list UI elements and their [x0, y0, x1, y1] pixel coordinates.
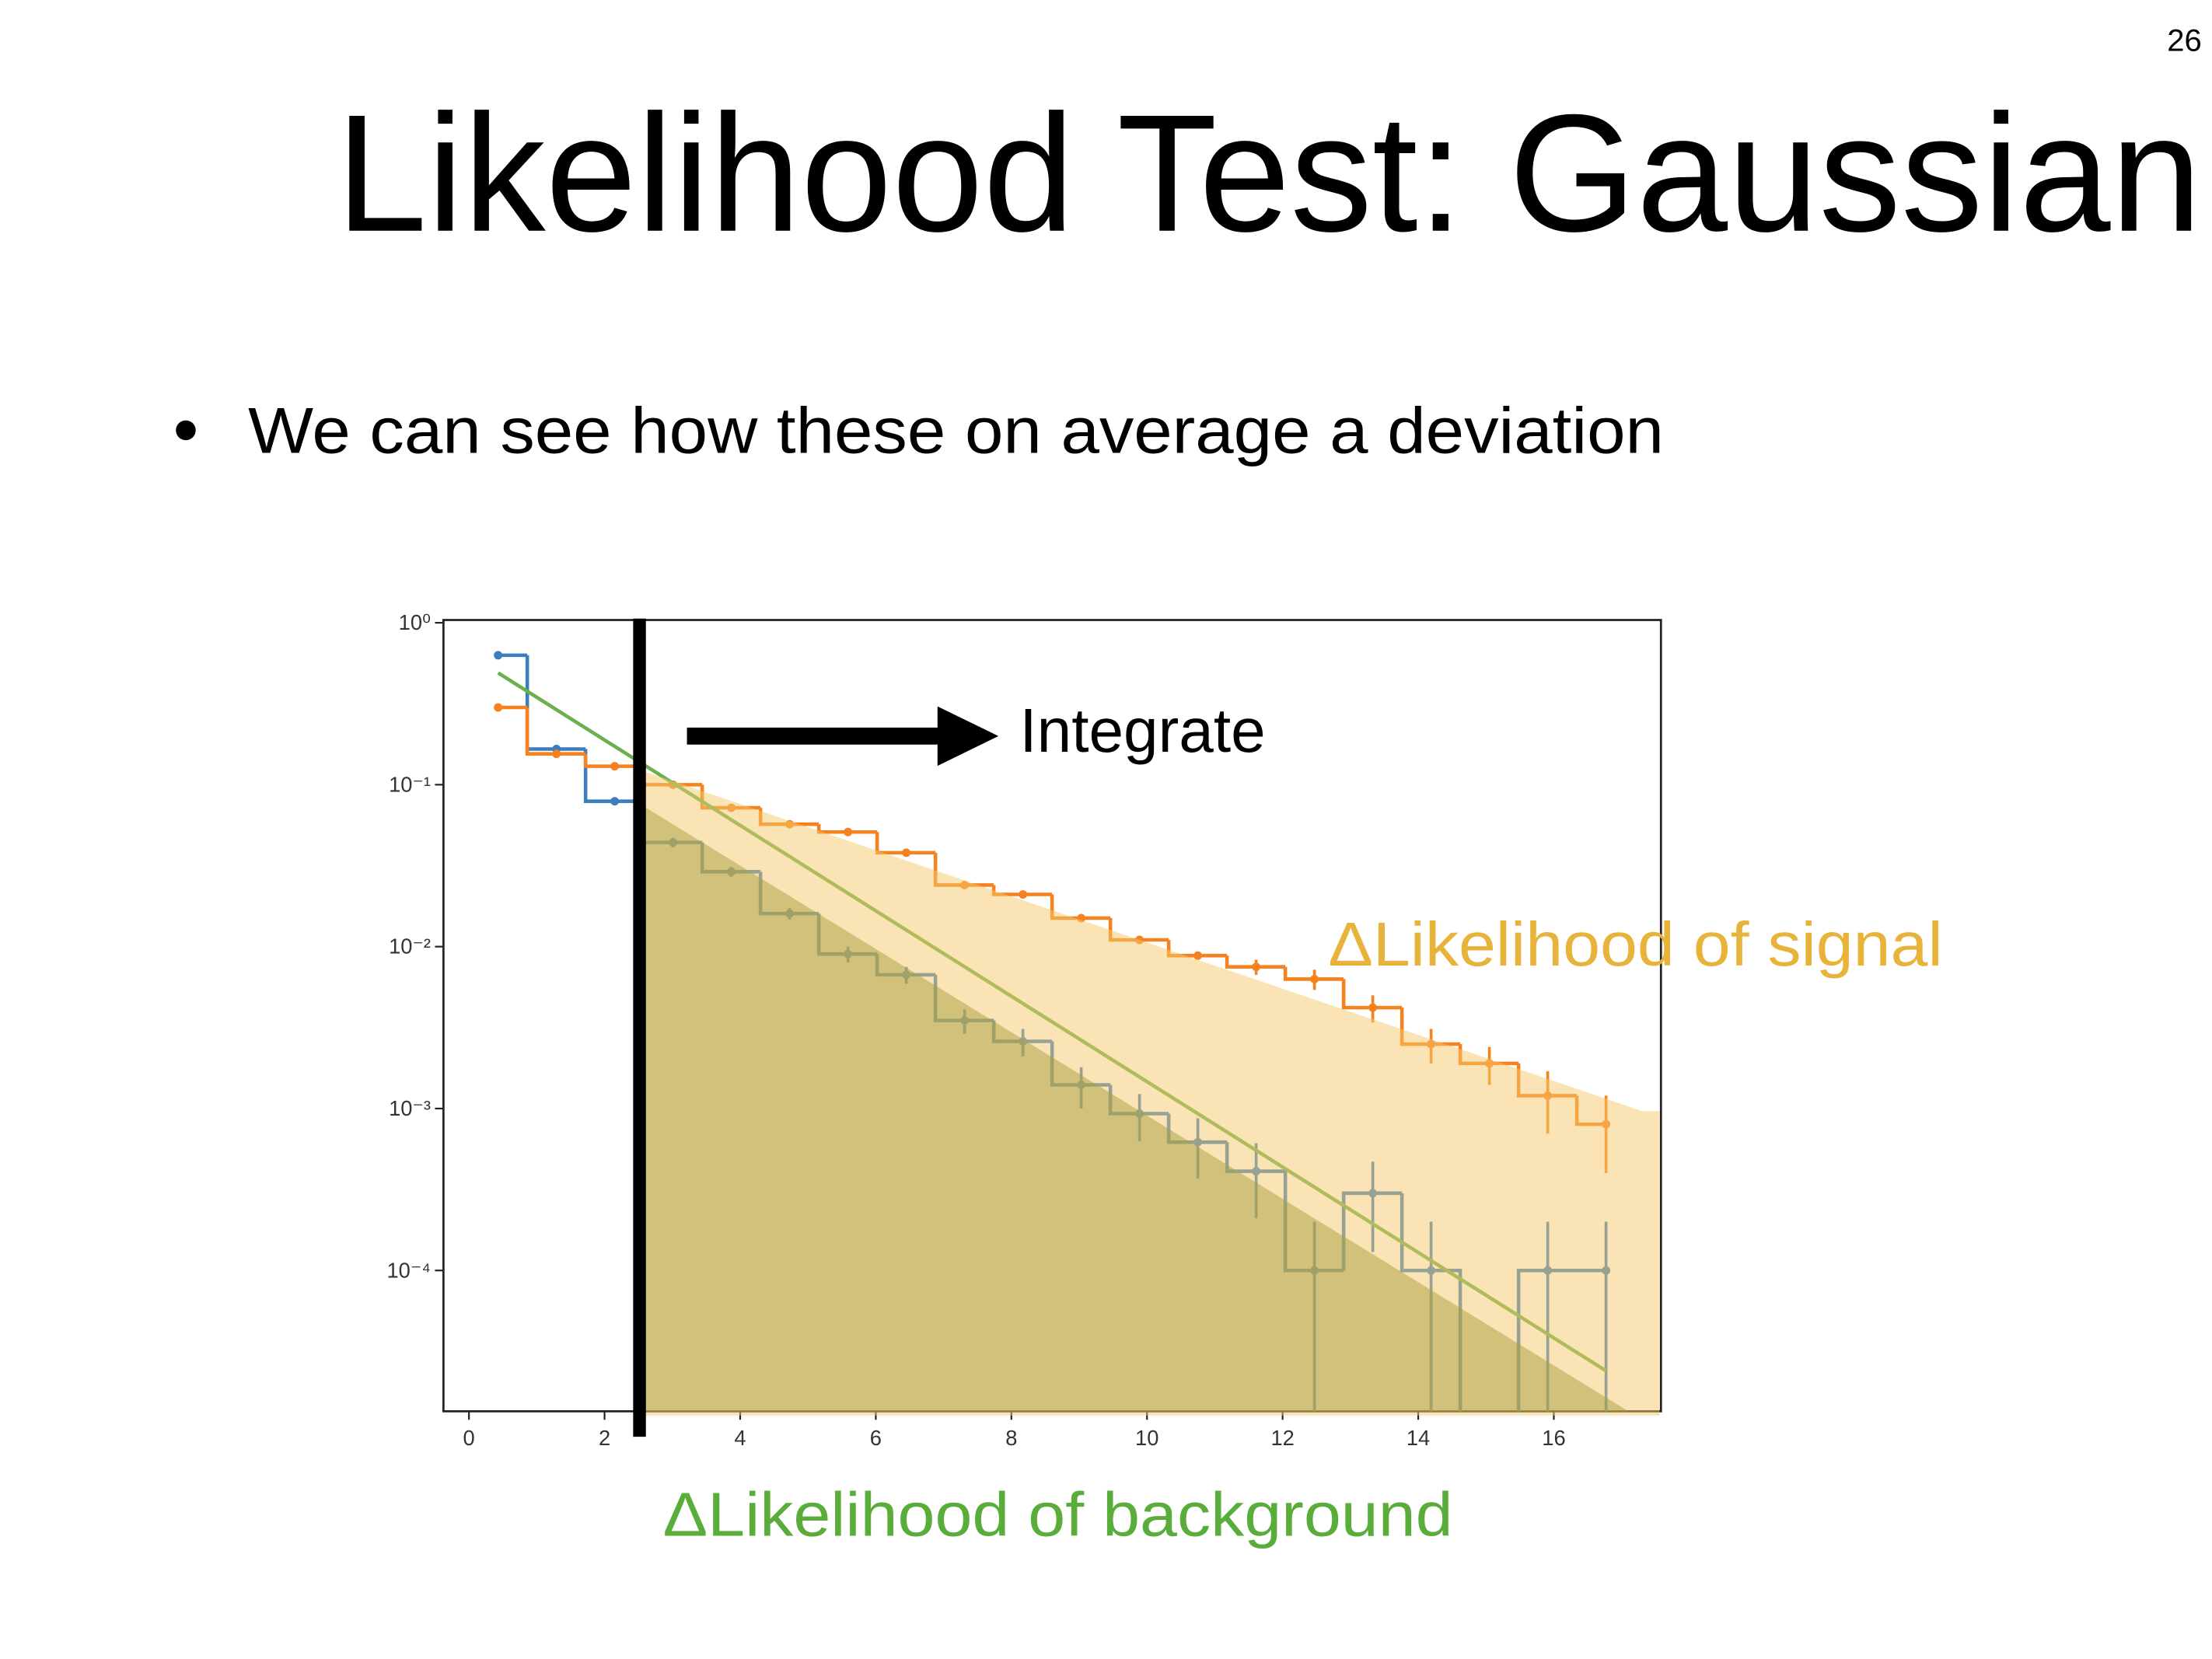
cut-line: [633, 618, 646, 1437]
data-point: [1368, 1003, 1378, 1012]
slide-title: Likelihood Test: Gaussian: [336, 80, 2202, 267]
y-tick-label: 10⁻¹: [389, 772, 431, 796]
data-point: [902, 848, 911, 857]
data-point: [610, 797, 620, 806]
axes: 0 2 4 6 8 10 12 14 16 10⁻⁴ 10⁻³ 10⁻² 10⁻¹ 10⁰: [386, 610, 1565, 1450]
y-tick-label: 10⁻⁴: [386, 1258, 431, 1282]
x-tick-label: 10: [1135, 1426, 1158, 1450]
arrow-shaft: [687, 727, 942, 745]
step-segment: [525, 707, 586, 756]
x-tick-label: 0: [463, 1426, 475, 1450]
x-tick-label: 8: [1005, 1426, 1017, 1450]
arrow-head: [937, 706, 999, 767]
data-point: [494, 651, 503, 660]
x-tick-label: 14: [1407, 1426, 1430, 1450]
data-point: [844, 827, 853, 836]
y-tick-label: 10⁻²: [389, 934, 431, 959]
data-point: [1310, 974, 1319, 983]
x-tick-label: 4: [734, 1426, 746, 1450]
signal-label: ΔLikelihood of signal: [1328, 909, 1942, 979]
x-tick-label: 6: [870, 1426, 882, 1450]
x-tick-label: 12: [1270, 1426, 1294, 1450]
page-number: 26: [2167, 24, 2202, 58]
data-point: [552, 749, 561, 759]
data-point: [1193, 951, 1203, 960]
data-point: [610, 762, 620, 771]
x-tick-label: 16: [1542, 1426, 1565, 1450]
step-segment: [1341, 979, 1403, 1010]
background-label: ΔLikelihood of background: [663, 1479, 1453, 1549]
data-point: [1252, 962, 1261, 972]
y-tick-label: 10⁰: [399, 610, 431, 634]
bullet-dot: [176, 420, 196, 441]
data-point: [494, 703, 503, 712]
step-segment: [525, 655, 586, 751]
y-tick-label: 10⁻³: [389, 1096, 431, 1120]
integrate-label: Integrate: [1019, 695, 1265, 765]
step-segment: [1283, 966, 1344, 981]
data-point: [1019, 890, 1028, 899]
x-tick-label: 2: [599, 1426, 610, 1450]
step-segment: [583, 753, 645, 768]
bullet-text: We can see how these on average a deviat…: [248, 394, 1664, 467]
step-segment: [1225, 955, 1286, 969]
